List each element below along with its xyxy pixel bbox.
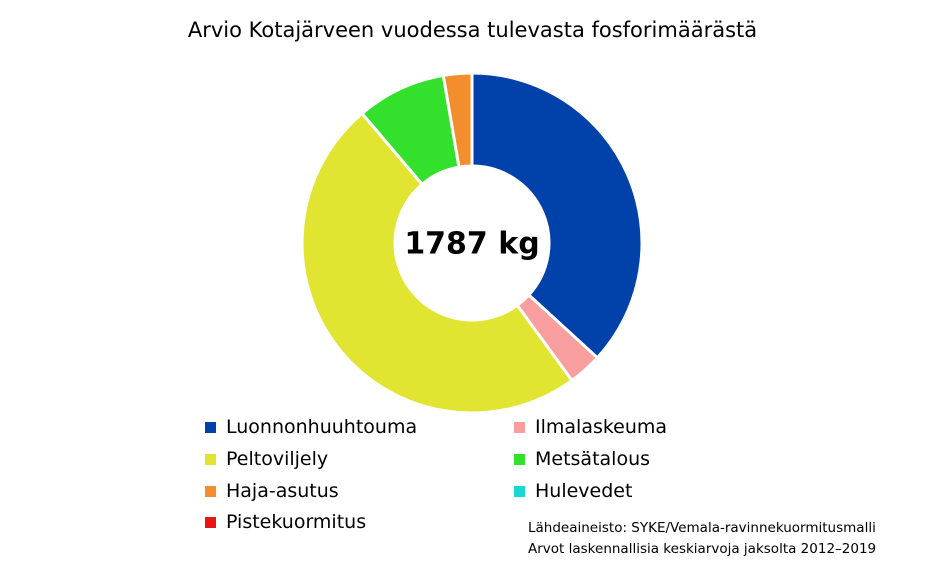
source-line-1: Lähdeaineisto: SYKE/Vemala-ravinnekuormi…	[528, 520, 876, 536]
legend-item-ilmalaskeuma: Ilmalaskeuma	[514, 416, 667, 438]
legend-item-metsatalous: Metsätalous	[514, 448, 650, 470]
legend-item-luonnonhuuhtouma: Luonnonhuuhtouma	[205, 416, 417, 438]
legend-label: Peltoviljely	[226, 448, 329, 470]
legend-label: Luonnonhuuhtouma	[226, 416, 418, 438]
legend-swatch	[514, 485, 525, 497]
legend-swatch	[514, 453, 525, 465]
legend-label: Hulevedet	[535, 480, 633, 502]
legend-item-peltoviljely: Peltoviljely	[205, 448, 328, 470]
legend-label: Pistekuormitus	[226, 511, 367, 533]
legend-swatch	[514, 421, 525, 433]
legend-label: Metsätalous	[535, 448, 651, 470]
source-line-2: Arvot laskennallisia keskiarvoja jaksolt…	[528, 541, 877, 557]
legend-swatch	[205, 516, 216, 528]
source-note: Lähdeaineisto: SYKE/Vemala-ravinnekuormi…	[528, 518, 876, 560]
legend-item-pistekuormitus: Pistekuormitus	[205, 511, 366, 533]
legend-item-hulevedet: Hulevedet	[514, 480, 632, 502]
donut-slice-peltoviljely	[300, 111, 575, 415]
legend-swatch	[205, 421, 216, 433]
legend-item-haja-asutus: Haja-asutus	[205, 480, 339, 502]
legend-swatch	[205, 453, 216, 465]
legend-label: Ilmalaskeuma	[535, 416, 668, 438]
donut-slice-luonnonhuuhtouma	[470, 71, 644, 360]
center-total-label: 1787 kg	[404, 227, 539, 262]
legend-swatch	[205, 485, 216, 497]
donut-slice-haja-asutus	[441, 71, 474, 169]
legend-label: Haja-asutus	[226, 480, 339, 502]
chart-title: Arvio Kotajärveen vuodessa tulevasta fos…	[187, 18, 758, 42]
